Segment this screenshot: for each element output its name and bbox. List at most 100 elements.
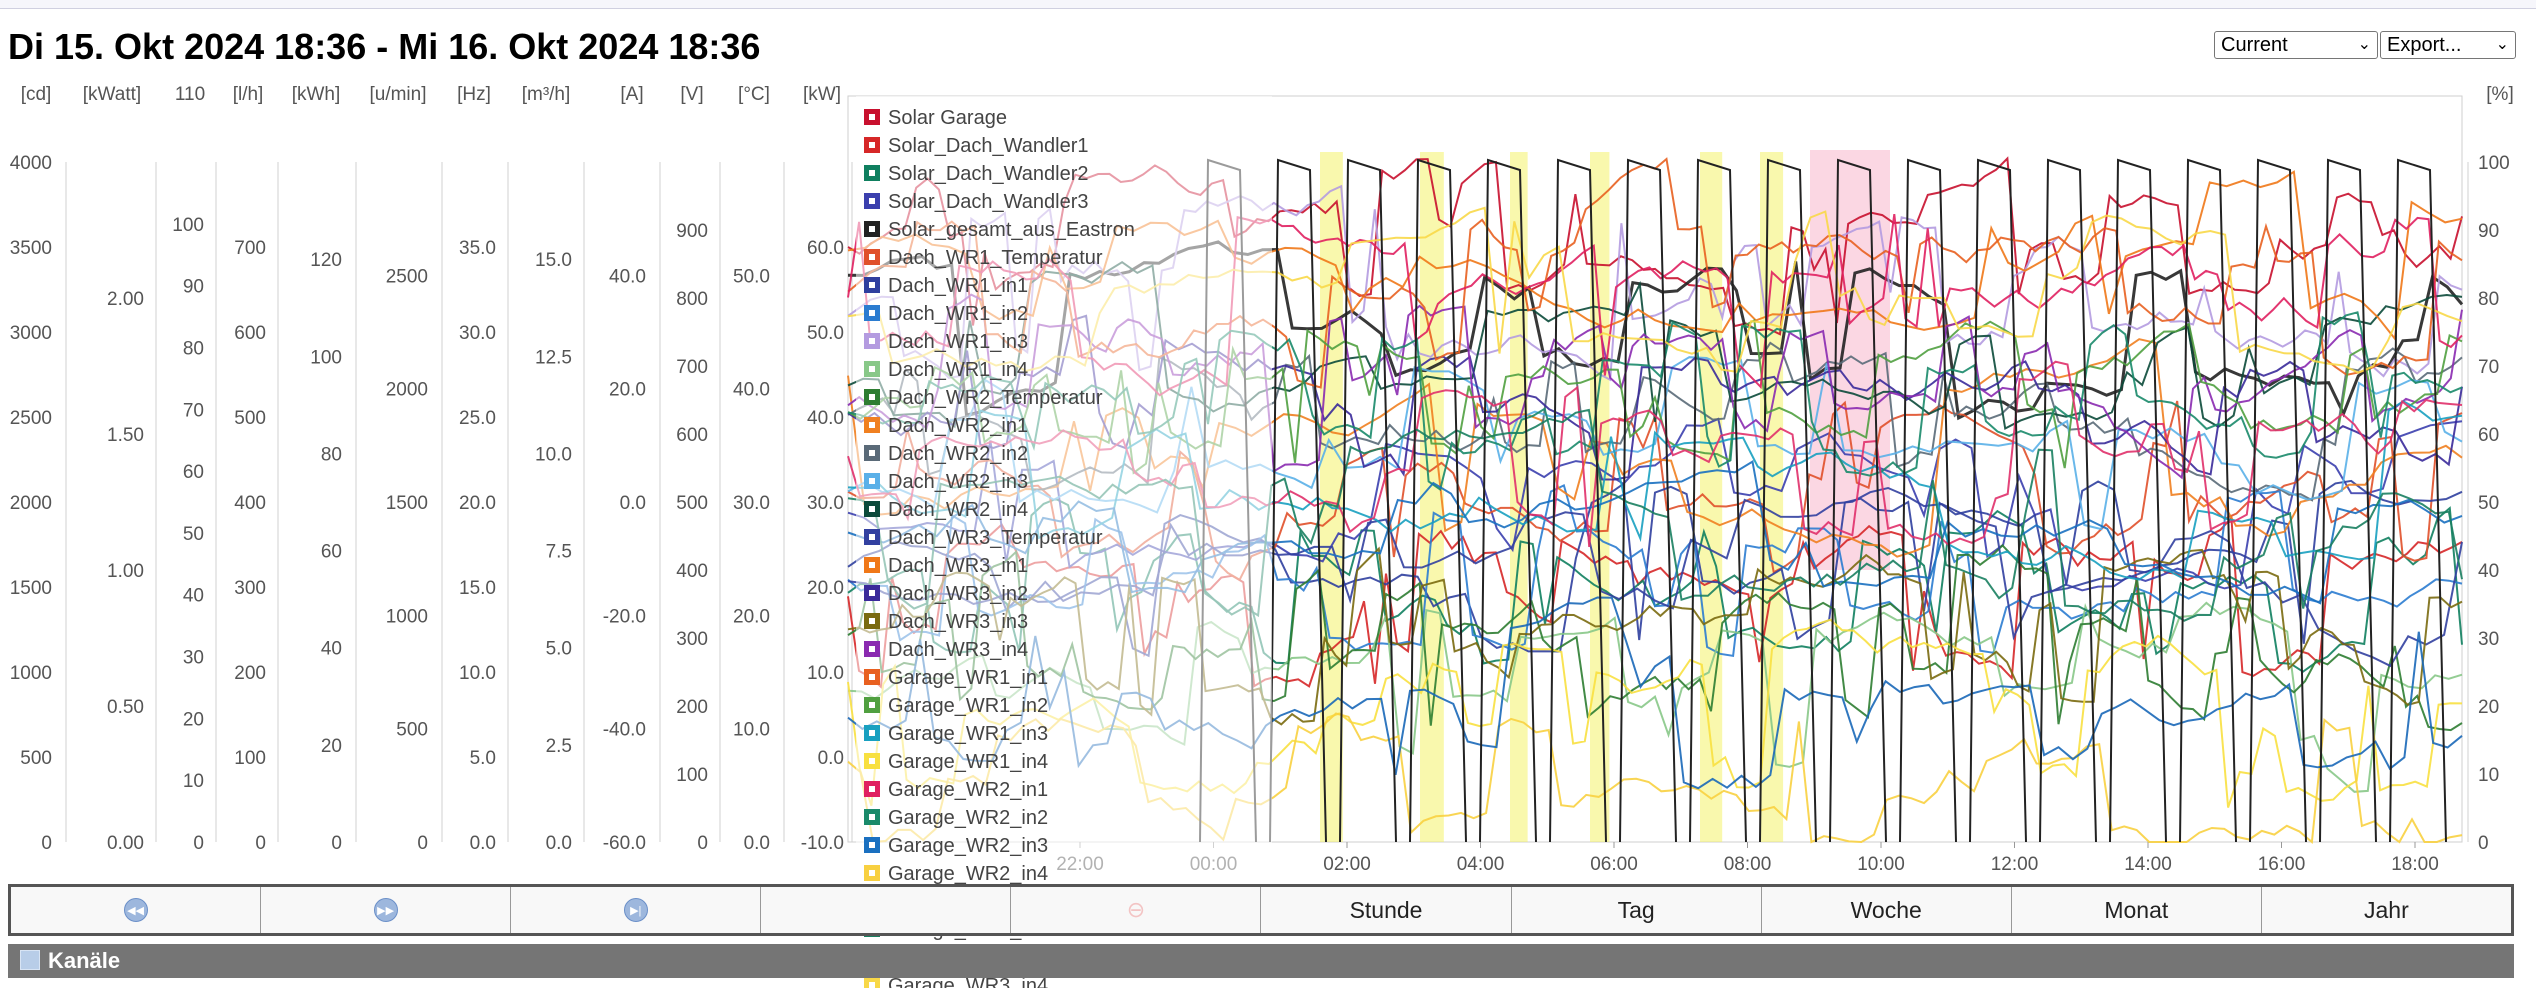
y-tick-label: 2500	[10, 408, 52, 429]
legend-item[interactable]: Dach_WR3_Temperatur	[864, 524, 1103, 552]
legend-item[interactable]: Dach_WR1_in1	[864, 272, 1028, 300]
legend-swatch	[864, 612, 880, 629]
legend-item[interactable]: Solar_Dach_Wandler3	[864, 188, 1088, 216]
legend-item[interactable]: Dach_WR1_in3	[864, 328, 1028, 356]
legend-item[interactable]: Dach_WR1_in4	[864, 356, 1028, 384]
y-tick-label: 20	[183, 709, 204, 730]
y-tick-label: 30.0	[733, 493, 770, 514]
y-tick-label: 2.00	[107, 289, 144, 310]
top-border	[0, 0, 2536, 9]
legend-item[interactable]: Garage_WR1_in4	[864, 748, 1048, 776]
nav-button-fast-forward[interactable]: ▶▶	[261, 887, 512, 933]
legend-label: Dach_WR2_in2	[888, 443, 1029, 465]
legend-item[interactable]: Garage_WR2_in2	[864, 804, 1048, 832]
nav-button-zoom-out[interactable]: ⊖	[1011, 887, 1262, 933]
legend-swatch	[864, 780, 880, 797]
legend-item[interactable]: Garage_WR2_in4	[864, 860, 1048, 888]
legend-item[interactable]: Dach_WR3_in2	[864, 580, 1028, 608]
export-select[interactable]: Export... ⌄	[2380, 31, 2516, 59]
y-tick-label: 0.0	[818, 748, 844, 769]
legend-item[interactable]: Dach_WR2_in4	[864, 496, 1028, 524]
y-tick-label: 3000	[10, 323, 52, 344]
right-tick-label: 90	[2478, 221, 2499, 242]
nav-button-tag[interactable]: Tag	[1512, 887, 1762, 933]
y-tick-label: 10	[183, 771, 204, 792]
legend-item[interactable]: Dach_WR3_in3	[864, 608, 1028, 636]
legend-item[interactable]: Garage_WR1_in1	[864, 664, 1048, 692]
legend-item[interactable]: Dach_WR3_in4	[864, 636, 1028, 664]
y-tick-label: 2000	[10, 493, 52, 514]
x-tick-label: 08:00	[1724, 854, 1772, 875]
nav-button-skip-end[interactable]: ▶|	[511, 887, 762, 933]
legend-item[interactable]: Dach_WR3_in1	[864, 552, 1028, 580]
legend-item[interactable]: Dach_WR2_in3	[864, 468, 1028, 496]
y-tick-label: 1.00	[107, 561, 144, 582]
y-axis-unit: [Hz]	[457, 84, 491, 105]
legend-item[interactable]: Dach_WR2_in1	[864, 412, 1028, 440]
legend-item[interactable]: Solar Garage	[864, 104, 1007, 132]
legend-label: Garage_WR2_in2	[888, 807, 1049, 829]
legend-item[interactable]: Dach_WR1_in2	[864, 300, 1028, 328]
y-tick-label: 35.0	[459, 238, 496, 259]
y-tick-label: 400	[676, 561, 708, 582]
chart[interactable]: [cd]05001000150020002500300035004000[kWa…	[0, 0, 2536, 890]
legend-item[interactable]: Garage_WR2_in1	[864, 776, 1048, 804]
y-tick-label: 400	[234, 493, 266, 514]
legend-item[interactable]: Solar_Dach_Wandler2	[864, 160, 1088, 188]
x-tick-label: 10:00	[1857, 854, 1905, 875]
nav-button-monat[interactable]: Monat	[2012, 887, 2262, 933]
legend-item[interactable]: Dach_WR2_in2	[864, 440, 1028, 468]
legend-item[interactable]: Solar_Dach_Wandler1	[864, 132, 1088, 160]
series-peak-line	[1549, 158, 1607, 843]
y-tick-label: 0.0	[744, 833, 770, 854]
legend-swatch	[864, 220, 880, 237]
x-tick-label: 12:00	[1991, 854, 2039, 875]
highlight-band	[1590, 152, 1610, 842]
legend-label: Garage_WR2_in3	[888, 835, 1049, 857]
y-tick-label: 0.0	[620, 493, 646, 514]
highlight-band	[1420, 152, 1444, 842]
legend-item[interactable]: Dach_WR1_Temperatur	[864, 244, 1103, 272]
y-tick-label: 50.0	[807, 323, 844, 344]
y-tick-label: 15.0	[459, 578, 496, 599]
table-icon	[20, 950, 40, 971]
y-tick-label: 0	[331, 833, 342, 854]
legend-item[interactable]: Dach_WR2_Temperatur	[864, 384, 1103, 412]
legend-item[interactable]: Garage_WR1_in2	[864, 692, 1048, 720]
legend-label: Solar_Dach_Wandler1	[888, 135, 1089, 157]
series-peak-line	[2319, 158, 2377, 843]
nav-button-woche[interactable]: Woche	[1762, 887, 2012, 933]
legend-swatch	[864, 164, 880, 181]
y-tick-label: 600	[676, 425, 708, 446]
y-tick-label: 2500	[386, 266, 428, 287]
x-tick-label: 18:00	[2391, 854, 2439, 875]
y-tick-label: 3500	[10, 238, 52, 259]
legend-swatch	[864, 108, 880, 125]
nav-button-rewind[interactable]: ◀◀	[11, 887, 262, 933]
y-tick-label: 0	[697, 833, 708, 854]
period-select[interactable]: Current ⌄	[2214, 31, 2378, 59]
rewind-icon: ◀◀	[123, 898, 148, 922]
legend-item[interactable]: Solar_gesamt_aus_Eastron	[864, 216, 1135, 244]
y-tick-label: 10.0	[733, 720, 770, 741]
series-peak-line	[1689, 158, 1747, 843]
legend-label: Solar Garage	[888, 107, 1007, 129]
x-tick-label: 14:00	[2124, 854, 2172, 875]
series-peak-line	[2039, 158, 2097, 843]
y-tick-label: 7.5	[546, 542, 572, 563]
legend-item[interactable]: Garage_WR2_in3	[864, 832, 1048, 860]
legend-item[interactable]: Garage_WR1_in3	[864, 720, 1048, 748]
series-peak-line	[2389, 158, 2447, 843]
y-tick-label: 25.0	[459, 408, 496, 429]
legend-label: Dach_WR3_in2	[888, 583, 1029, 605]
y-tick-label: 20.0	[733, 606, 770, 627]
nav-button-jahr[interactable]: Jahr	[2364, 896, 2409, 923]
legend-label: Garage_WR1_in2	[888, 695, 1049, 717]
legend-swatch	[864, 500, 880, 517]
legend-label: Garage_WR1_in1	[888, 667, 1049, 689]
channels-panel-header[interactable]: Kanäle	[8, 944, 2514, 978]
y-axis-unit: [u/min]	[369, 84, 426, 105]
legend-label: Garage_WR2_in4	[888, 863, 1049, 885]
nav-button-stunde[interactable]: Stunde	[1261, 887, 1512, 933]
nav-button-hidden[interactable]	[761, 887, 1012, 933]
